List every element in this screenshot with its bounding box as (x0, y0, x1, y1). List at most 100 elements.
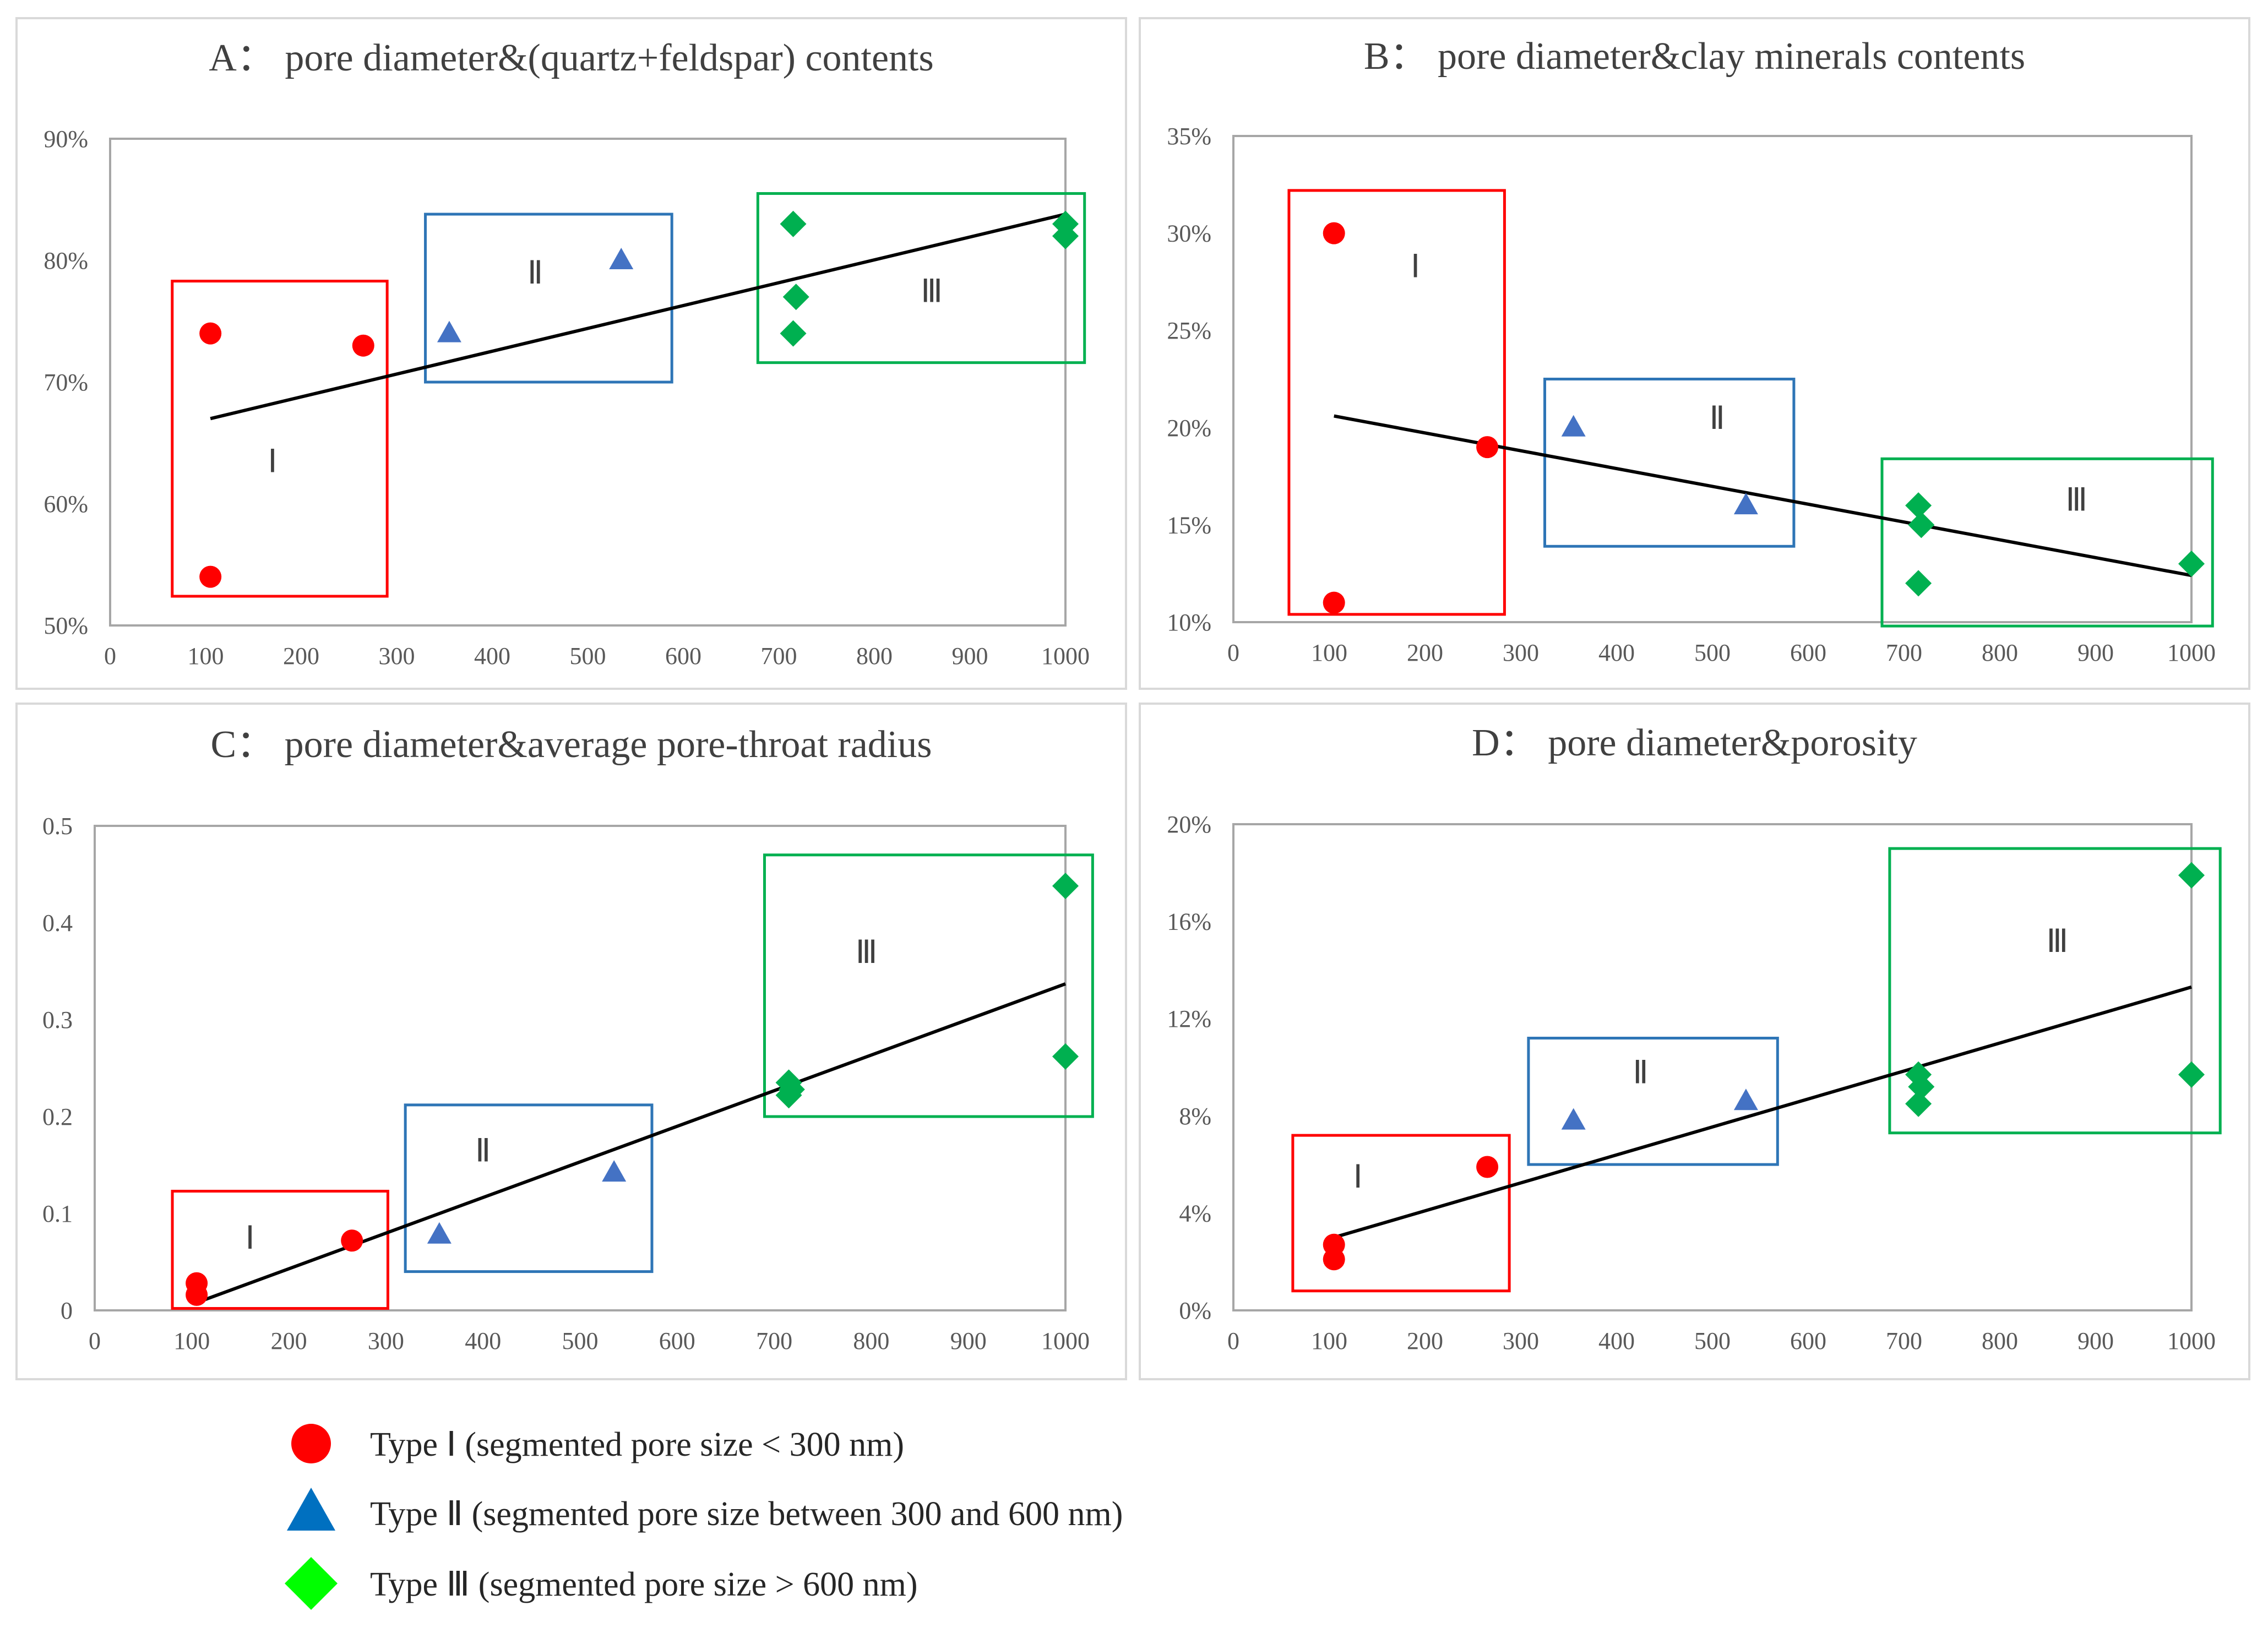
chart-panel-b: B： pore diameter&clay minerals contents 0… (1139, 17, 2250, 690)
legend: Type Ⅰ (segmented pore size < 300 nm) Typ… (285, 1424, 1123, 1610)
x-tick-label: 1000 (2167, 639, 2216, 666)
x-tick-label: 500 (1694, 639, 1731, 666)
x-tick-label: 1000 (1041, 643, 1090, 669)
data-point-diamond (1905, 570, 1932, 597)
y-tick-label: 90% (43, 126, 88, 153)
x-tick-label: 1000 (1041, 1327, 1090, 1354)
y-tick-label: 20% (1167, 415, 1211, 442)
y-tick-label: 60% (43, 491, 88, 518)
data-point-circle (1476, 436, 1499, 459)
y-tick-label: 0 (61, 1297, 73, 1324)
x-tick-label: 200 (271, 1327, 307, 1354)
x-tick-label: 600 (659, 1327, 695, 1354)
y-tick-label: 35% (1167, 123, 1211, 150)
x-tick-label: 800 (1982, 639, 2018, 666)
legend-marker-circle (291, 1424, 331, 1463)
y-tick-label: 0.2 (42, 1103, 73, 1130)
y-tick-label: 30% (1167, 220, 1211, 247)
data-point-triangle (1561, 415, 1586, 437)
x-tick-label: 700 (1886, 639, 1922, 666)
region-box (424, 213, 673, 384)
x-tick-label: 100 (173, 1327, 210, 1354)
data-point-diamond (2178, 862, 2205, 889)
region-label: Ⅱ (1709, 400, 1725, 436)
x-tick-label: 0 (104, 643, 116, 669)
data-point-diamond (1052, 873, 1079, 900)
y-tick-label: 0.5 (42, 813, 73, 840)
region-label: Ⅰ (246, 1220, 255, 1256)
data-point-circle (1323, 1248, 1345, 1271)
data-point-circle (199, 565, 222, 588)
chart-panel-c: C： pore diameter&average pore-throat rad… (15, 703, 1127, 1380)
x-tick-label: 900 (952, 643, 988, 669)
data-point-diamond (1052, 1043, 1079, 1070)
legend-label: Type Ⅰ (segmented pore size < 300 nm) (370, 1426, 904, 1463)
data-point-diamond (775, 1082, 802, 1109)
data-point-triangle (437, 320, 461, 342)
region-box (1527, 1037, 1779, 1166)
region-box (1543, 378, 1796, 548)
trendline (1334, 414, 2192, 578)
x-tick-label: 500 (570, 643, 606, 669)
data-point-diamond (1905, 492, 1932, 519)
x-tick-label: 800 (853, 1327, 889, 1354)
x-tick-label: 700 (761, 643, 797, 669)
x-tick-label: 300 (1503, 639, 1539, 666)
x-tick-label: 500 (562, 1327, 599, 1354)
y-tick-label: 15% (1167, 511, 1211, 538)
panel-frame (15, 17, 1127, 690)
panel-frame (15, 703, 1127, 1380)
y-tick-label: 0.1 (42, 1200, 73, 1227)
chart-title: B： pore diameter&clay minerals contents (1364, 35, 2025, 78)
x-tick-label: 700 (1886, 1327, 1922, 1354)
x-tick-label: 100 (1311, 639, 1347, 666)
y-tick-label: 80% (43, 247, 88, 274)
plot-area (1232, 135, 2193, 623)
x-tick-label: 600 (1790, 1327, 1826, 1354)
region-box (1888, 847, 2222, 1135)
data-point-triangle (1733, 1088, 1758, 1111)
data-point-circle (186, 1283, 208, 1306)
region-box (171, 280, 389, 598)
chart-panel-d: D： pore diameter&porosity 0 100 200 300 400 50… (1139, 703, 2250, 1380)
region-label: Ⅱ (1633, 1054, 1649, 1090)
chart-title: C： pore diameter&average pore-throat rad… (210, 723, 932, 766)
legend-marker-triangle (287, 1488, 335, 1531)
legend-label: Type Ⅱ (segmented pore size between 300 … (370, 1495, 1123, 1533)
region-label: Ⅲ (2065, 482, 2087, 518)
x-tick-label: 300 (1503, 1327, 1539, 1354)
region-label: Ⅲ (856, 934, 878, 970)
x-tick-label: 900 (2077, 1327, 2114, 1354)
trendline (210, 213, 1066, 421)
x-tick-label: 600 (1790, 639, 1826, 666)
region-box (404, 1103, 654, 1273)
x-tick-label: 0 (1227, 639, 1239, 666)
x-tick-label: 400 (1598, 1327, 1635, 1354)
data-point-circle (1323, 222, 1345, 244)
x-tick-label: 800 (856, 643, 893, 669)
data-point-circle (1476, 1156, 1499, 1178)
x-tick-label: 900 (950, 1327, 987, 1354)
region-label: Ⅲ (921, 273, 943, 309)
data-point-diamond (780, 210, 807, 237)
data-point-triangle (427, 1222, 452, 1244)
region-box (763, 853, 1094, 1118)
legend-label: Type Ⅲ (segmented pore size > 600 nm) (370, 1566, 917, 1603)
chart-panels: A： pore diameter&(quartz+feldspar) conte… (15, 17, 2250, 1380)
data-point-diamond (2178, 1061, 2205, 1088)
x-tick-label: 0 (89, 1327, 101, 1354)
data-point-diamond (1908, 511, 1935, 538)
x-tick-label: 500 (1694, 1327, 1731, 1354)
data-point-diamond (1905, 1090, 1932, 1117)
x-tick-label: 0 (1227, 1327, 1239, 1354)
x-tick-label: 1000 (2167, 1327, 2216, 1354)
y-tick-label: 8% (1179, 1103, 1211, 1130)
region-label: Ⅱ (475, 1133, 491, 1169)
data-point-diamond (782, 284, 809, 311)
x-tick-label: 900 (2077, 639, 2114, 666)
x-tick-label: 200 (1407, 1327, 1443, 1354)
y-tick-label: 12% (1167, 1005, 1211, 1032)
chart-title: D： pore diameter&porosity (1472, 722, 1917, 764)
x-tick-label: 100 (188, 643, 224, 669)
